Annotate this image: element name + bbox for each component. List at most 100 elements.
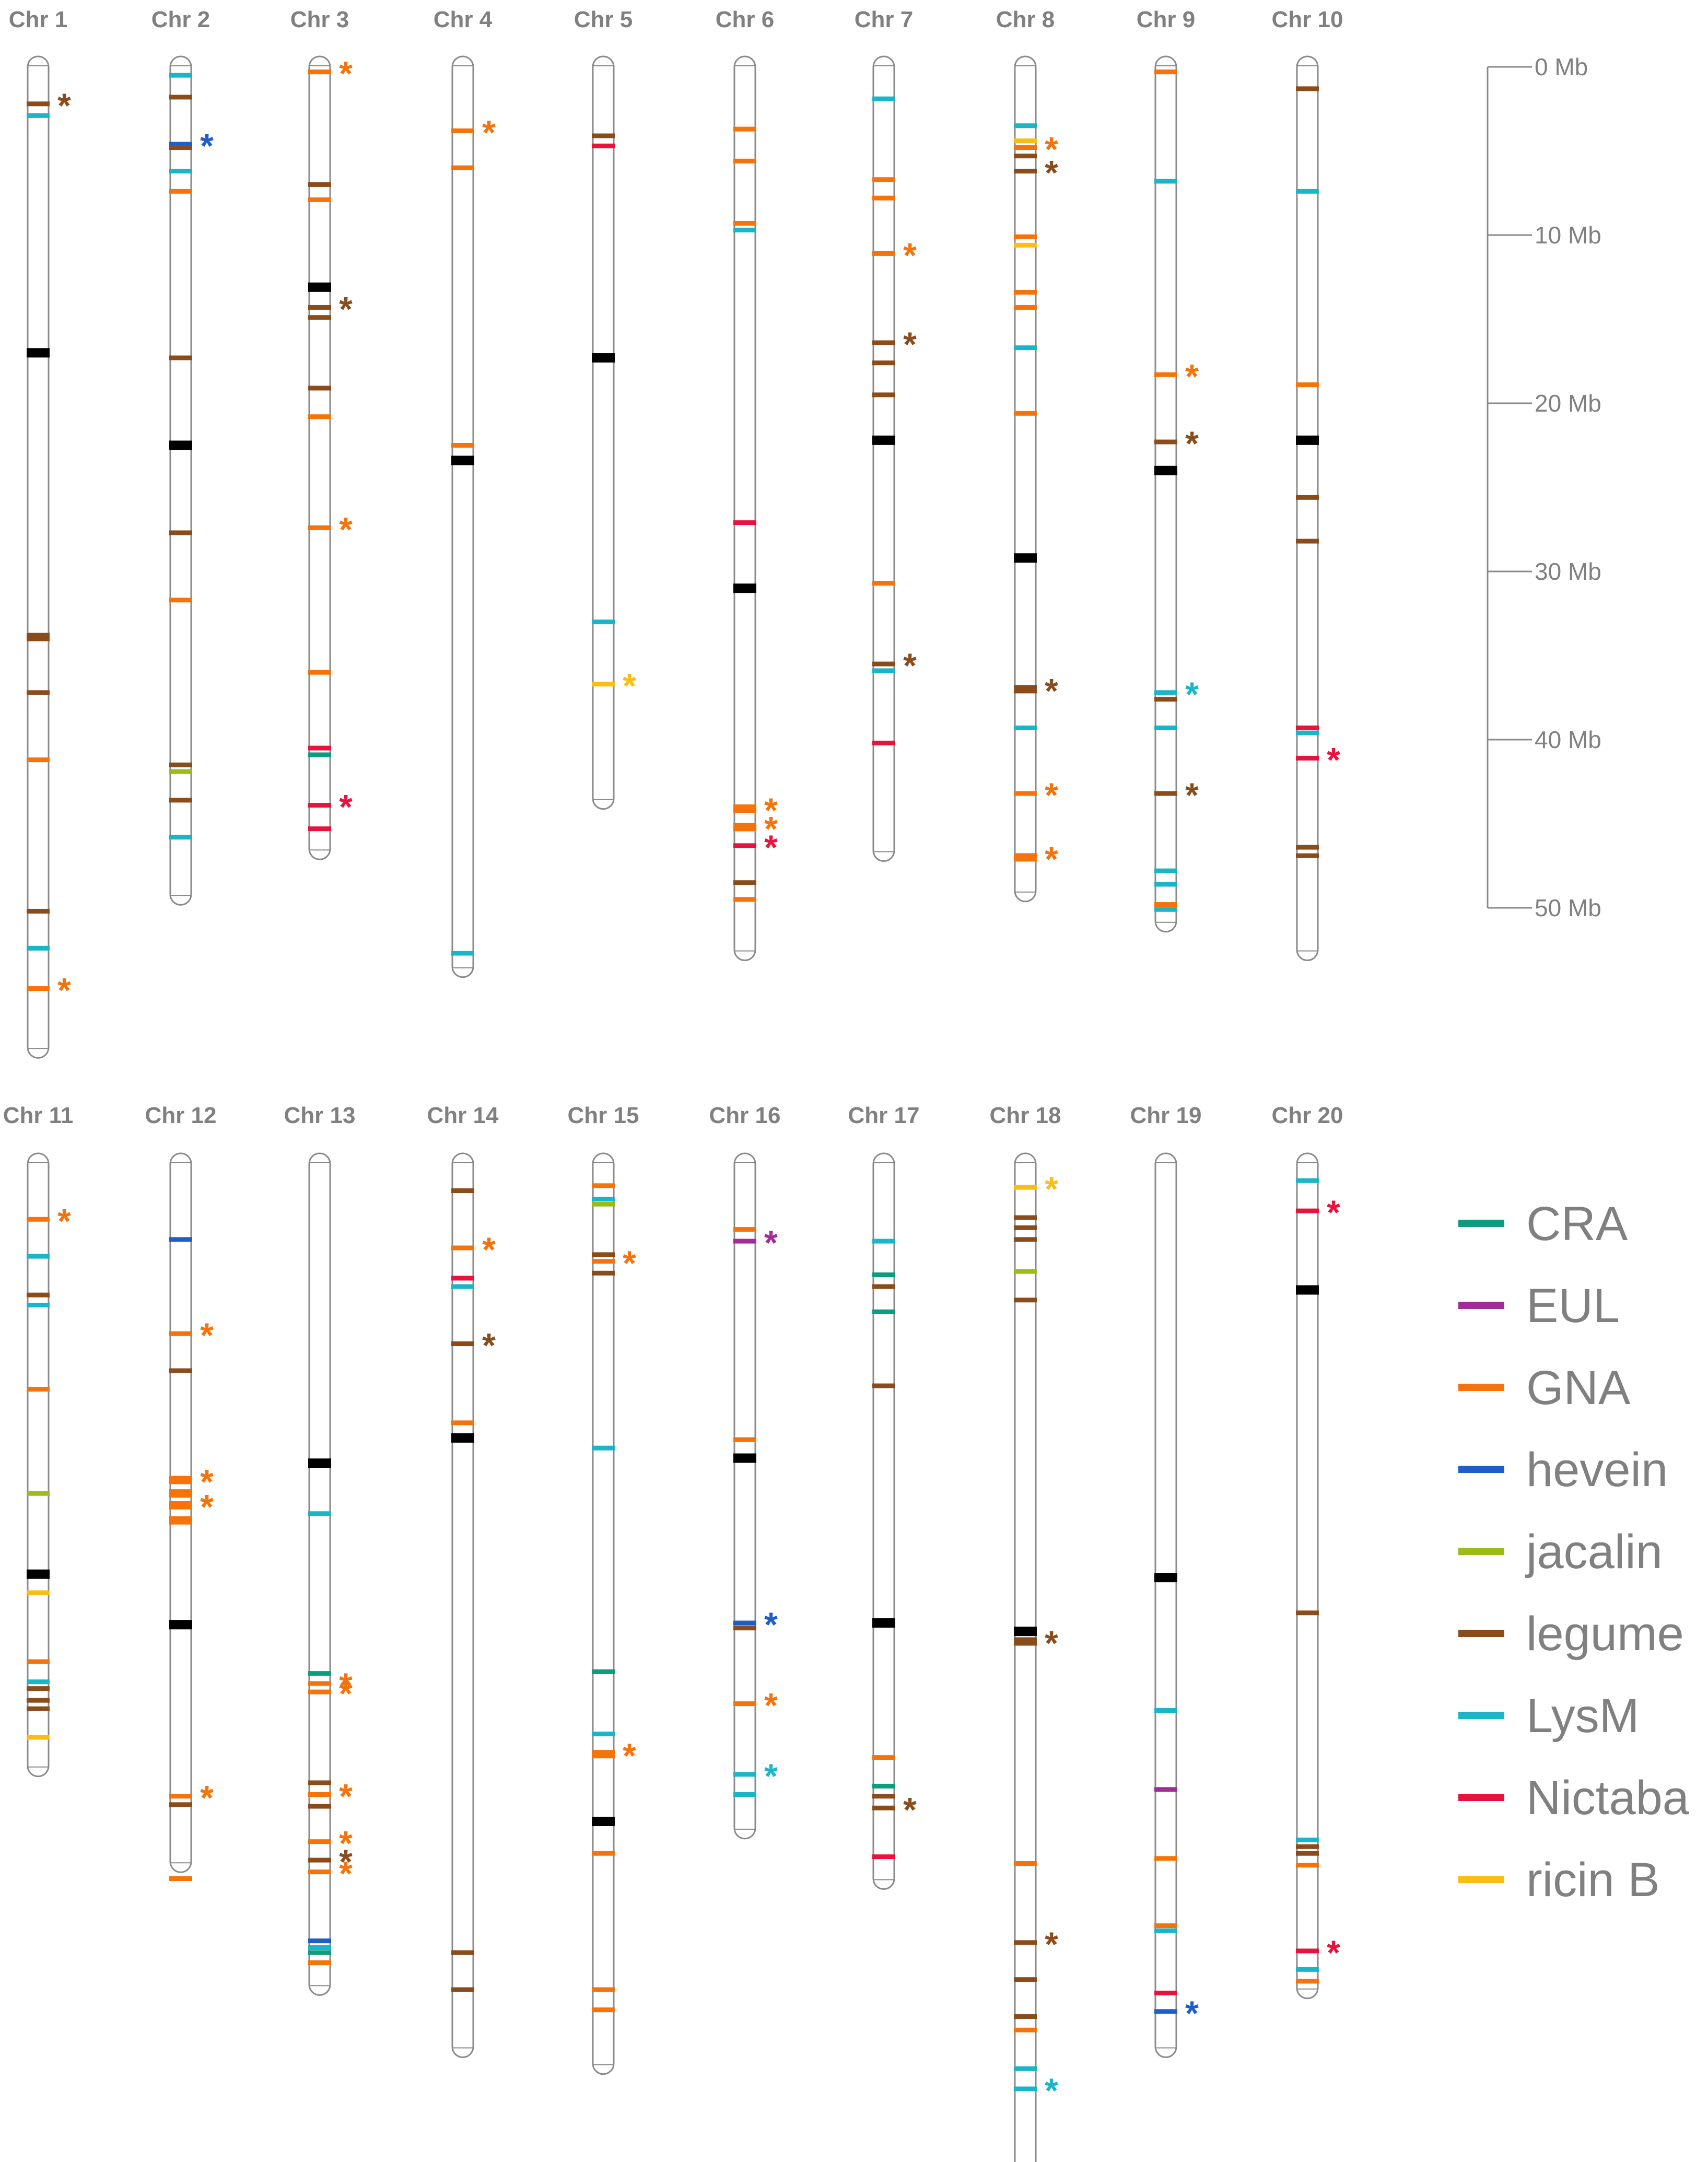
- lectin-band-nictaba: [308, 826, 331, 832]
- lectin-band-lysm: [1154, 179, 1177, 184]
- lectin-band-legume: [1014, 1215, 1037, 1220]
- star-marker: *: [339, 1674, 353, 1713]
- lectin-band-cra: [308, 1950, 331, 1955]
- lectin-band-legume: [1014, 169, 1037, 174]
- lectin-band-gna: [308, 1689, 331, 1694]
- lectin-band-gna: [308, 69, 331, 75]
- star-marker: *: [623, 667, 636, 705]
- star-marker: *: [200, 1462, 214, 1501]
- chromosome-chr11: Chr 11 *: [3, 1103, 73, 1778]
- scale-tick-label: 0 Mb: [1535, 53, 1588, 80]
- lectin-band-legume: [1154, 439, 1177, 445]
- lectin-band-legume: [308, 385, 331, 391]
- chromosome-chr8: Chr 8*****: [996, 7, 1058, 903]
- chromosome-chr10: Chr 10 *: [1272, 7, 1343, 961]
- lectin-band-legume: [872, 360, 895, 366]
- legend-label: CRA: [1526, 1197, 1628, 1251]
- chromosome-body: [872, 55, 895, 862]
- legend-item-jacalin: jacalin: [1458, 1525, 1663, 1579]
- lectin-band-legume: [592, 1270, 615, 1276]
- star-marker: *: [764, 1686, 778, 1725]
- lectin-band-gna: [733, 1701, 756, 1707]
- lectin-band-legume: [1014, 1977, 1037, 1982]
- star-marker: *: [339, 1777, 353, 1816]
- lectin-band-legume: [27, 908, 50, 914]
- star-marker: *: [339, 510, 353, 548]
- lectin-band-gna: [592, 1851, 615, 1856]
- lectin-band-gna: [169, 1489, 192, 1498]
- legend-swatch: [1458, 1384, 1504, 1391]
- lectin-band-legume: [169, 762, 192, 767]
- star-marker: *: [1045, 154, 1058, 192]
- chromosome-label: Chr 17: [848, 1103, 920, 1128]
- lectin-band-lysm: [1154, 907, 1177, 912]
- chromosome-label: Chr 2: [151, 7, 210, 32]
- lectin-band-lysm: [1154, 1708, 1177, 1713]
- scale-tick-label: 40 Mb: [1535, 726, 1601, 753]
- star-marker: *: [1185, 424, 1199, 463]
- chromosome-body: [169, 1152, 192, 1873]
- chromosome-label: Chr 13: [284, 1103, 356, 1128]
- star-marker: *: [1045, 2071, 1058, 2110]
- lectin-band-legume: [169, 1368, 192, 1373]
- centromere: [169, 440, 192, 450]
- lectin-band-gna: [592, 1183, 615, 1188]
- lectin-band-gna: [1154, 902, 1177, 907]
- lectin-band-lysm: [1014, 123, 1037, 128]
- lectin-band-cra: [872, 1783, 895, 1789]
- lectin-band-legume: [872, 1794, 895, 1799]
- lectin-band-gna: [1014, 305, 1037, 310]
- lectin-band-legume: [592, 1252, 615, 1257]
- centromere: [308, 1458, 331, 1468]
- chromosome-label: Chr 15: [568, 1103, 639, 1128]
- lectin-band-legume: [1296, 1851, 1319, 1856]
- chromosome-chr2: Chr 2 *: [151, 7, 214, 906]
- legend-label: legume: [1526, 1607, 1684, 1661]
- lectin-band-eul: [1154, 1787, 1177, 1792]
- lectin-band-legume: [308, 305, 331, 310]
- lectin-band-legume: [169, 798, 192, 803]
- legend-swatch: [1458, 1876, 1504, 1883]
- lectin-band-legume: [1296, 1610, 1319, 1616]
- star-marker: *: [764, 828, 778, 867]
- legend: CRA EUL GNA hevein jacalin legume LysM Nictaba r…: [1458, 1197, 1690, 1907]
- lectin-band-lysm: [27, 945, 50, 951]
- lectin-band-legume: [27, 1292, 50, 1298]
- centromere: [733, 1453, 756, 1463]
- lectin-band-hevein: [308, 1938, 331, 1944]
- star-marker: *: [1185, 357, 1199, 395]
- lectin-band-gna: [733, 220, 756, 226]
- chromosome-label: Chr 10: [1272, 7, 1343, 32]
- lectin-band-gna: [1014, 1861, 1037, 1866]
- star-marker: *: [339, 1824, 353, 1863]
- centromere: [27, 348, 50, 358]
- lectin-band-legume: [451, 1987, 474, 1992]
- lectin-band-lysm: [1154, 868, 1177, 873]
- lectin-band-legume: [308, 182, 331, 187]
- legend-item-ricin-b: ricin B: [1458, 1853, 1660, 1907]
- star-marker: *: [764, 1605, 778, 1644]
- lectin-band-jacalin: [169, 769, 192, 774]
- lectin-band-lysm: [451, 951, 474, 956]
- lectin-band-gna: [1014, 234, 1037, 239]
- lectin-band-lysm: [733, 1772, 756, 1777]
- chromosome-chr16: Chr 16 * * * *: [709, 1103, 780, 1840]
- centromere: [27, 1569, 50, 1579]
- lectin-band-lysm: [1014, 2066, 1037, 2071]
- lectin-band-gna: [872, 1755, 895, 1760]
- lectin-band-gna: [733, 897, 756, 902]
- lectin-band-gna: [27, 1217, 50, 1222]
- legend-swatch: [1458, 1302, 1504, 1309]
- lectin-band-lysm: [1014, 2086, 1037, 2091]
- lectin-band-gna: [308, 1792, 331, 1797]
- centromere: [1296, 435, 1319, 445]
- lectin-band-gna: [592, 1750, 615, 1759]
- legend-swatch: [1458, 1466, 1504, 1473]
- legend-swatch: [1458, 1712, 1504, 1719]
- legend-swatch: [1458, 1548, 1504, 1555]
- lectin-band-lysm: [1296, 189, 1319, 194]
- star-marker: *: [764, 791, 778, 829]
- lectin-band-lysm: [592, 1197, 615, 1202]
- lectin-band-legume: [27, 690, 50, 695]
- legend-label: hevein: [1526, 1443, 1668, 1497]
